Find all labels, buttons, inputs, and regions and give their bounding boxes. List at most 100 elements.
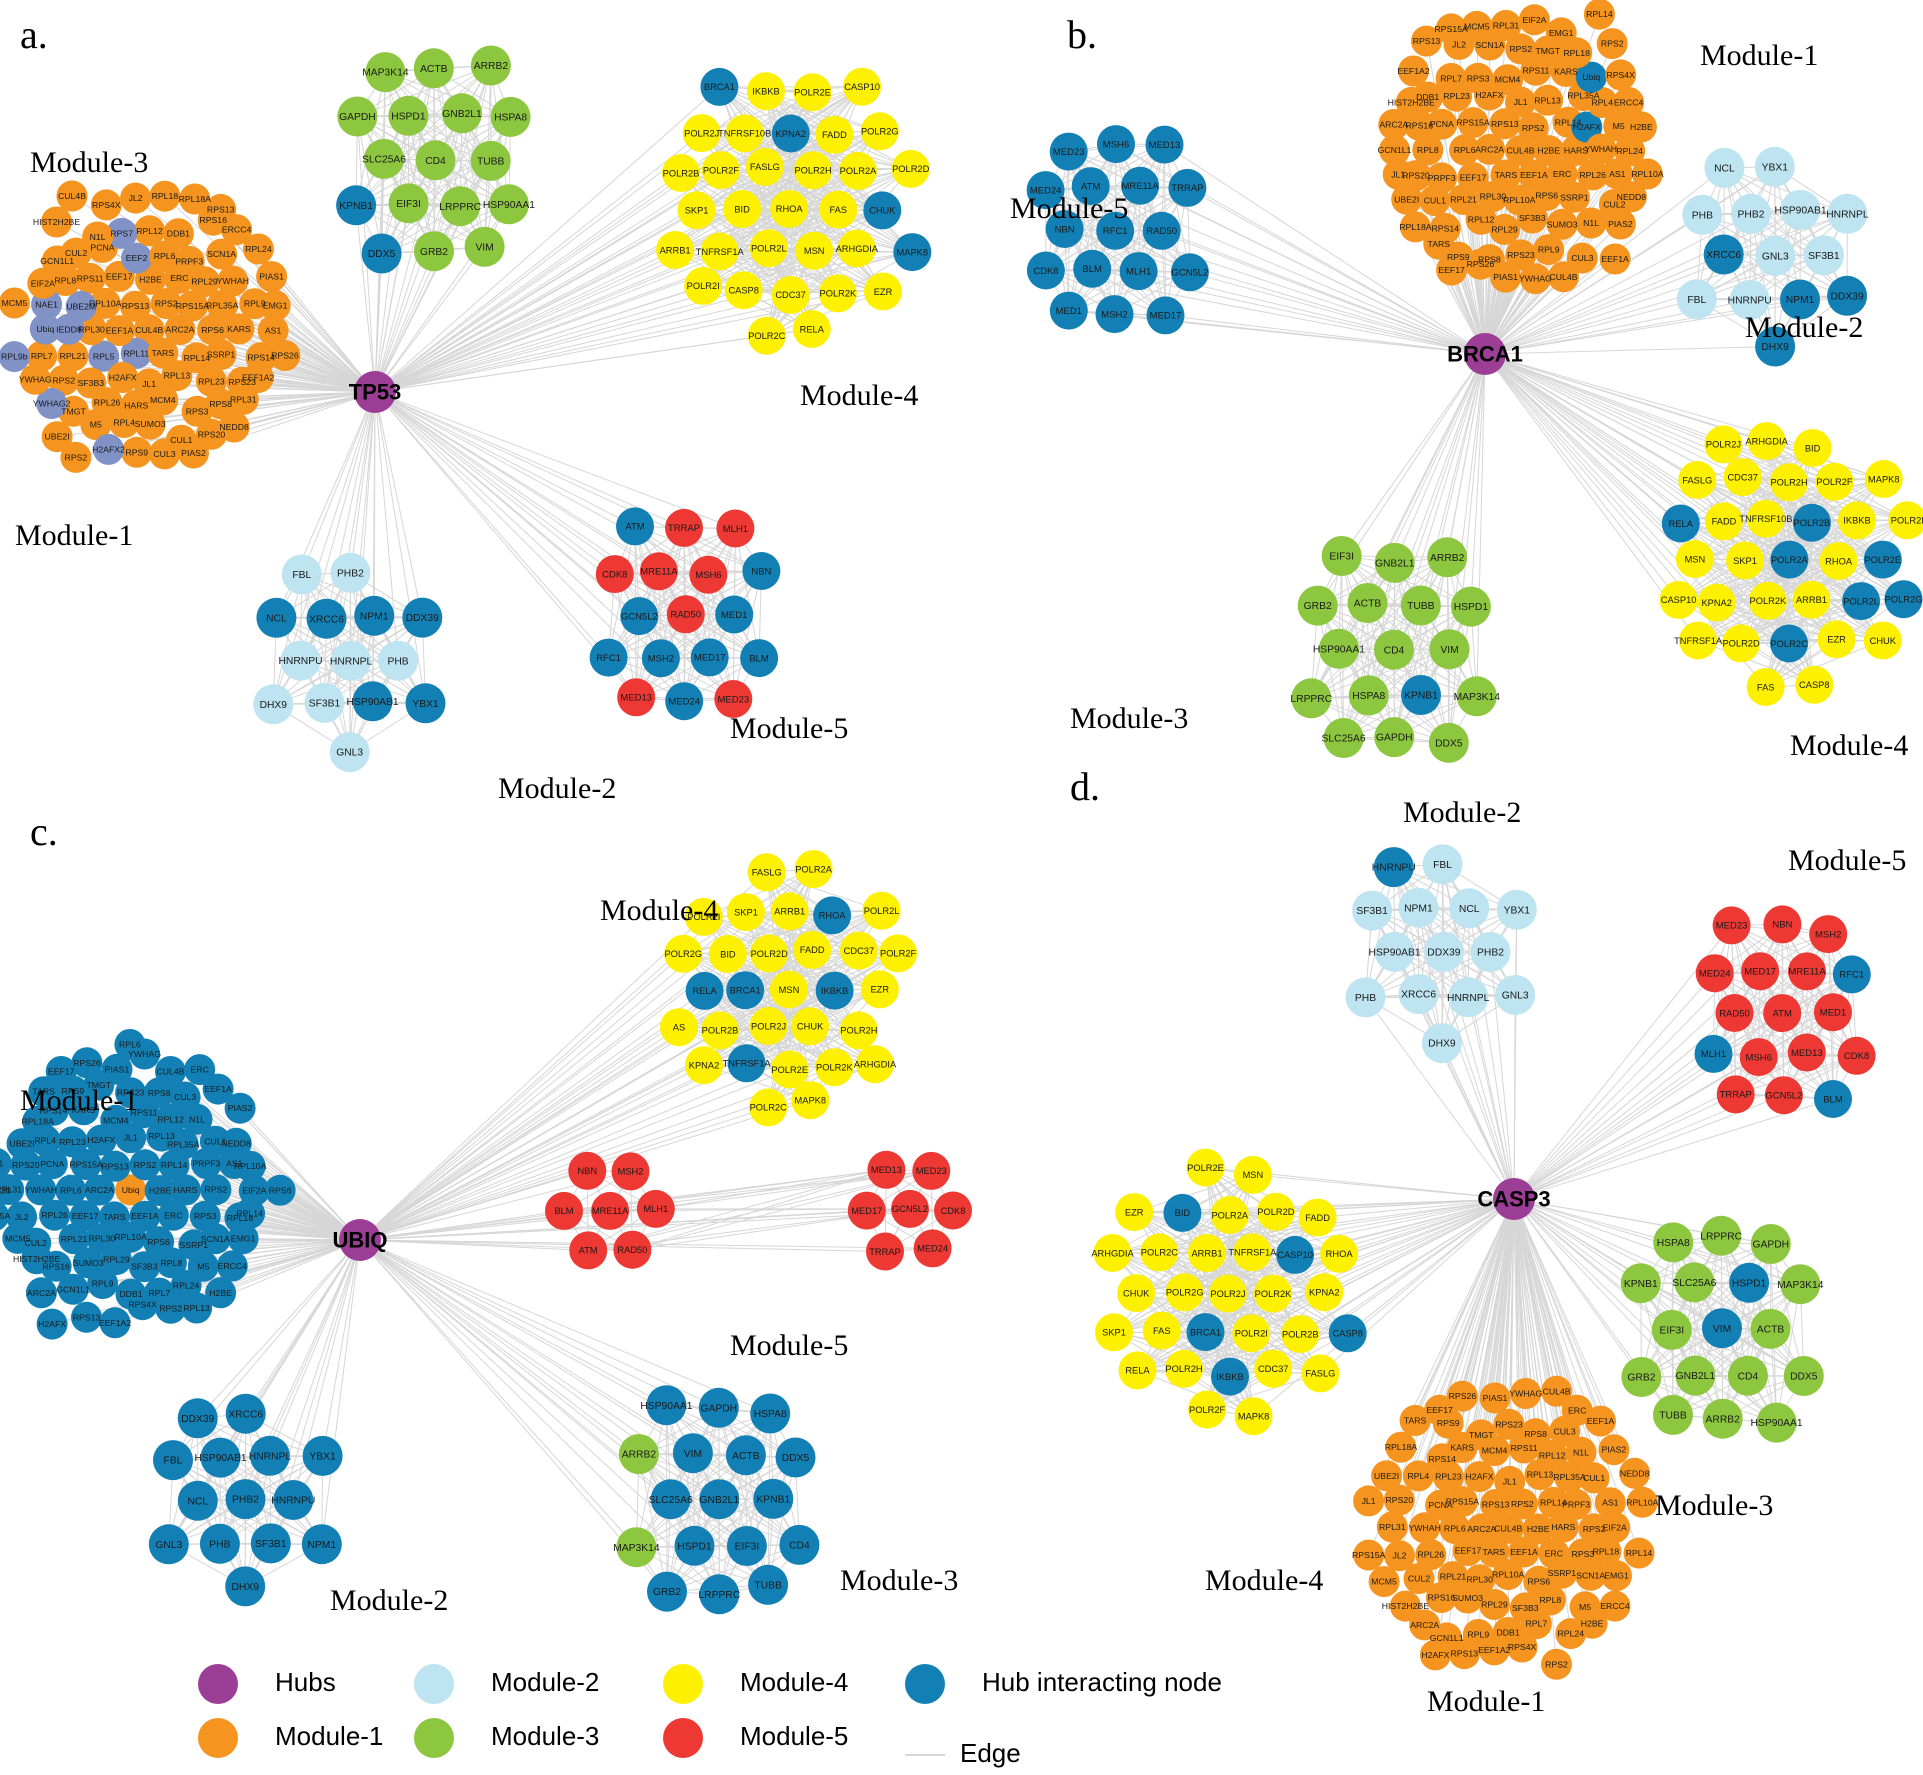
svg-text:b.: b.: [1067, 12, 1097, 57]
svg-text:NAE1: NAE1: [35, 299, 58, 309]
svg-text:RPS16: RPS16: [199, 215, 227, 225]
svg-text:JL1: JL1: [1503, 1476, 1517, 1486]
svg-text:KARS: KARS: [1450, 1443, 1474, 1453]
svg-text:MSN: MSN: [804, 246, 825, 256]
svg-text:SF3B1: SF3B1: [255, 1539, 287, 1550]
svg-text:RPS15A: RPS15A: [176, 301, 210, 311]
svg-text:SF3B1: SF3B1: [1356, 906, 1388, 917]
svg-text:RPL18A: RPL18A: [22, 1116, 55, 1126]
svg-text:RPS4X: RPS4X: [128, 1300, 157, 1310]
svg-text:PIAS2: PIAS2: [181, 448, 206, 458]
svg-text:SUMO3: SUMO3: [73, 1258, 104, 1268]
svg-text:RPL23: RPL23: [1435, 1472, 1462, 1482]
svg-text:RPS11: RPS11: [1511, 1443, 1538, 1453]
svg-text:PRPF3: PRPF3: [1562, 1499, 1590, 1509]
svg-text:DDX5: DDX5: [1790, 1372, 1818, 1383]
svg-text:H2BE: H2BE: [139, 274, 162, 284]
svg-text:MED1: MED1: [1820, 1008, 1846, 1019]
svg-text:CUL3: CUL3: [1553, 1426, 1575, 1436]
svg-text:HSP90AA1: HSP90AA1: [1313, 644, 1365, 655]
svg-text:ACTB: ACTB: [1757, 1325, 1785, 1336]
svg-text:NBN: NBN: [1772, 920, 1792, 931]
svg-text:RPL7: RPL7: [1440, 74, 1462, 84]
svg-text:POLR2I: POLR2I: [1235, 1328, 1268, 1338]
svg-text:Ubiq: Ubiq: [36, 324, 54, 334]
svg-text:MRE11A: MRE11A: [1788, 967, 1826, 978]
svg-text:RPL23: RPL23: [59, 1137, 86, 1147]
svg-text:ARC2A: ARC2A: [1379, 120, 1408, 130]
svg-text:LRPPRC: LRPPRC: [439, 202, 481, 213]
svg-text:RPS14: RPS14: [1428, 1454, 1456, 1464]
svg-text:EEF17: EEF17: [106, 271, 133, 281]
svg-text:EEF1A: EEF1A: [131, 1211, 159, 1221]
svg-text:KPNA2: KPNA2: [1309, 1287, 1340, 1297]
svg-text:ERCC4: ERCC4: [222, 225, 252, 235]
svg-text:RPL18A: RPL18A: [179, 194, 212, 204]
svg-text:ARHGDIA: ARHGDIA: [836, 244, 879, 254]
svg-text:RPL30: RPL30: [0, 1186, 11, 1196]
svg-text:POLR2I: POLR2I: [1891, 516, 1923, 526]
svg-text:DDX39: DDX39: [406, 613, 439, 624]
svg-text:POLR2B: POLR2B: [663, 168, 700, 178]
svg-text:RPL24: RPL24: [1558, 1629, 1585, 1639]
svg-text:SUMO3: SUMO3: [1547, 219, 1578, 229]
svg-text:POLR2I: POLR2I: [687, 281, 720, 291]
svg-text:IKBKB: IKBKB: [1216, 1372, 1243, 1382]
svg-text:UBE2M: UBE2M: [66, 301, 96, 311]
svg-text:POLR2F: POLR2F: [1816, 477, 1852, 487]
svg-text:LRPPRC: LRPPRC: [1290, 694, 1332, 705]
svg-text:RFC1: RFC1: [1103, 226, 1128, 237]
svg-text:ARRB2: ARRB2: [474, 61, 509, 72]
svg-text:RELA: RELA: [692, 986, 717, 996]
svg-text:FASLG: FASLG: [1682, 475, 1712, 485]
svg-text:ERC: ERC: [1568, 1405, 1586, 1415]
svg-text:Module-1: Module-1: [275, 1721, 383, 1751]
svg-text:Module-1: Module-1: [20, 1084, 138, 1117]
svg-text:ARRB1: ARRB1: [1796, 595, 1827, 605]
svg-text:FADD: FADD: [1712, 517, 1737, 527]
svg-text:EEF17: EEF17: [72, 1211, 99, 1221]
svg-text:RPL35A: RPL35A: [206, 301, 239, 311]
svg-text:CASP10: CASP10: [1661, 595, 1697, 605]
svg-text:RPL14: RPL14: [236, 1209, 263, 1219]
svg-text:PHB: PHB: [1355, 993, 1376, 1004]
svg-text:ACTB: ACTB: [732, 1451, 760, 1462]
svg-text:Module-5: Module-5: [1010, 192, 1128, 225]
svg-text:MAPK8: MAPK8: [897, 247, 929, 257]
svg-text:c.: c.: [30, 809, 58, 854]
svg-text:N1L: N1L: [1573, 1447, 1589, 1457]
svg-text:PIAS1: PIAS1: [105, 1064, 130, 1074]
svg-text:POLR2C: POLR2C: [1141, 1248, 1178, 1258]
svg-text:KPNB1: KPNB1: [339, 201, 373, 212]
svg-text:MAP3K14: MAP3K14: [613, 1543, 660, 1554]
svg-text:GCN1L1: GCN1L1: [1378, 145, 1412, 155]
svg-text:TNFRSF1A: TNFRSF1A: [1228, 1248, 1277, 1258]
svg-text:H2AFX: H2AFX: [1573, 122, 1601, 132]
svg-text:GNB2L1: GNB2L1: [442, 109, 482, 120]
svg-text:RPL18: RPL18: [152, 191, 179, 201]
svg-text:GCN1L1: GCN1L1: [1430, 1633, 1464, 1643]
svg-text:POLR2L: POLR2L: [751, 243, 787, 253]
svg-text:POLR2G: POLR2G: [861, 127, 899, 137]
svg-text:SKP1: SKP1: [685, 205, 709, 215]
svg-text:FADD: FADD: [822, 130, 847, 140]
svg-text:KPNB1: KPNB1: [1624, 1279, 1658, 1290]
svg-text:HNRNPL: HNRNPL: [330, 657, 373, 668]
svg-text:ARC2A: ARC2A: [1410, 1620, 1439, 1630]
svg-text:GRB2: GRB2: [653, 1587, 681, 1598]
svg-text:EIF3I: EIF3I: [396, 199, 421, 210]
svg-text:CDC37: CDC37: [775, 290, 805, 300]
svg-text:IKBKB: IKBKB: [821, 986, 848, 996]
svg-text:GCN5L2: GCN5L2: [1171, 268, 1208, 279]
svg-text:MED23: MED23: [717, 694, 749, 705]
svg-text:HIST2H2BE: HIST2H2BE: [1382, 1601, 1430, 1611]
svg-text:RPL6: RPL6: [1454, 145, 1476, 155]
svg-text:ARC2A: ARC2A: [1475, 144, 1504, 154]
svg-text:MSH2: MSH2: [618, 1167, 644, 1177]
svg-text:RPL18A: RPL18A: [1399, 222, 1432, 232]
svg-text:MRE11A: MRE11A: [640, 567, 678, 578]
svg-text:CD4: CD4: [789, 1541, 810, 1552]
svg-text:EEF17: EEF17: [1438, 265, 1465, 275]
svg-text:RPS2: RPS2: [159, 1303, 182, 1313]
svg-text:CDK8: CDK8: [1033, 266, 1058, 277]
